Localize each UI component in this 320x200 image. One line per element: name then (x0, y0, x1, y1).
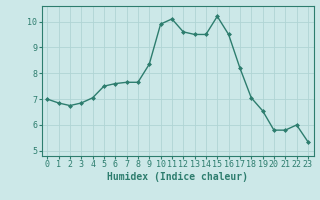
X-axis label: Humidex (Indice chaleur): Humidex (Indice chaleur) (107, 172, 248, 182)
